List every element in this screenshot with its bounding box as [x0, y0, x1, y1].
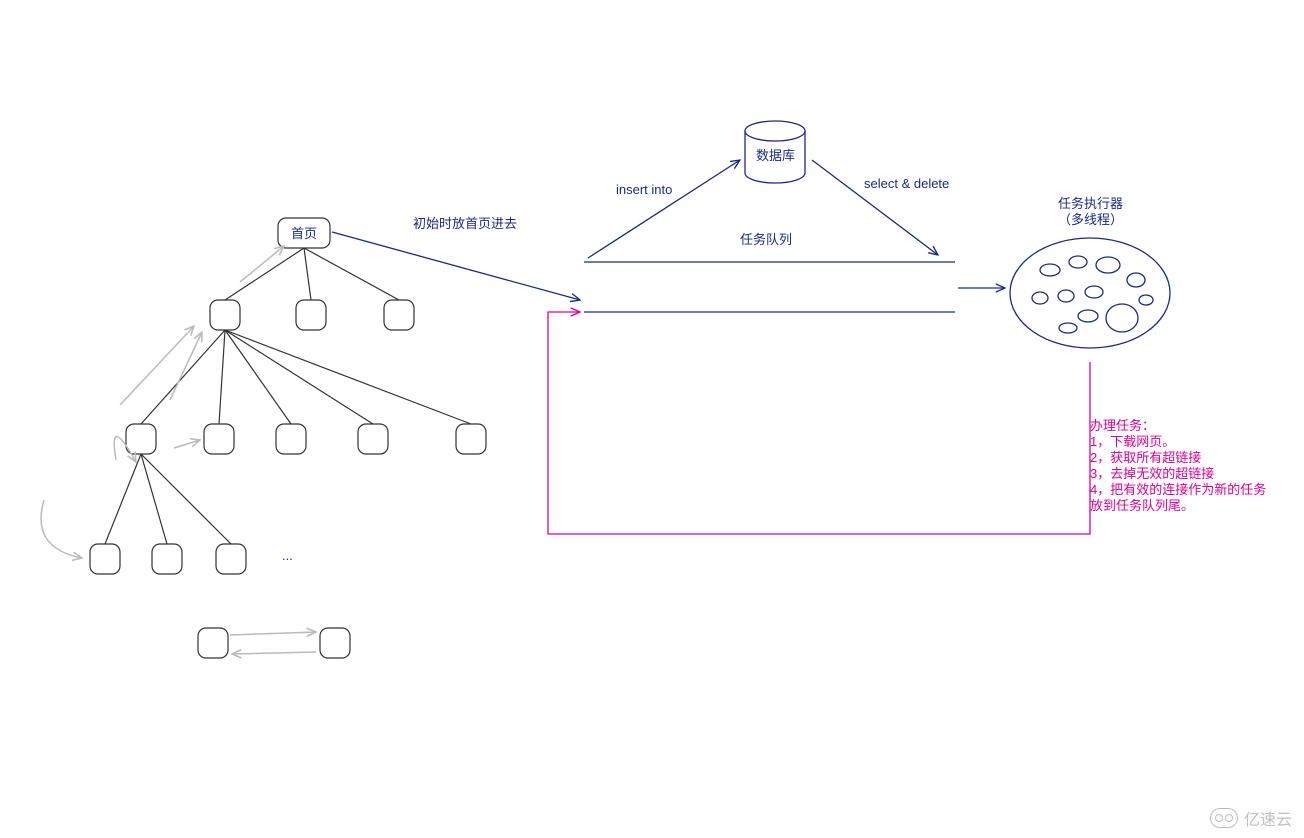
svg-text:4，把有效的连接作为新的任务: 4，把有效的连接作为新的任务 — [1090, 482, 1266, 497]
tree-node — [456, 424, 486, 454]
tree-node — [198, 628, 228, 658]
tree-node — [152, 544, 182, 574]
tree-node — [216, 544, 246, 574]
svg-text:insert into: insert into — [616, 182, 672, 197]
feedback-arrow — [548, 312, 1090, 534]
back-arrow — [41, 500, 82, 558]
svg-text:（多线程）: （多线程） — [1058, 212, 1123, 227]
svg-text:数据库: 数据库 — [756, 148, 795, 163]
watermark-text: 亿速云 — [1244, 806, 1292, 830]
tree-node — [320, 628, 350, 658]
thread-icon — [1069, 256, 1087, 268]
db-top — [745, 121, 805, 141]
pair-arrow — [230, 632, 316, 635]
diagram-canvas: 首页... 任务队列 数据库任务执行器（多线程） 初始时放首页进去 insert int… — [0, 0, 1304, 838]
pair-arrow — [232, 652, 316, 654]
svg-text:放到任务队列尾。: 放到任务队列尾。 — [1090, 498, 1194, 513]
arrow — [332, 232, 580, 300]
thread-icon — [1139, 295, 1153, 305]
watermark: 亿速云 — [1210, 806, 1292, 830]
tree-edge — [141, 330, 225, 424]
tree-edge — [105, 454, 141, 544]
svg-text:1，下载网页。: 1，下载网页。 — [1090, 434, 1175, 449]
arrow — [588, 160, 740, 258]
tree-edge — [304, 248, 399, 300]
back-arrow — [170, 332, 202, 400]
svg-text:...: ... — [282, 548, 293, 563]
tree-node — [296, 300, 326, 330]
thread-icon — [1106, 304, 1138, 332]
thread-icon — [1058, 290, 1074, 302]
thread-icon — [1085, 286, 1103, 298]
thread-icon — [1078, 310, 1098, 322]
svg-text:初始时放首页进去: 初始时放首页进去 — [413, 216, 517, 231]
svg-text:3，去掉无效的超链接: 3，去掉无效的超链接 — [1090, 466, 1214, 481]
svg-text:任务执行器: 任务执行器 — [1058, 196, 1123, 211]
svg-text:select & delete: select & delete — [864, 176, 949, 191]
svg-text:任务队列: 任务队列 — [740, 232, 792, 247]
back-arrow — [174, 440, 200, 448]
thread-icon — [1127, 273, 1145, 287]
tree-node — [210, 300, 240, 330]
tree-node — [90, 544, 120, 574]
tree-edge — [225, 248, 304, 300]
thread-icon — [1096, 257, 1120, 273]
tree-edge — [304, 248, 311, 300]
tree-edge — [219, 330, 225, 424]
thread-icon — [1040, 264, 1060, 276]
tree-node — [204, 424, 234, 454]
tree-edge — [225, 330, 291, 424]
svg-text:办理任务：: 办理任务： — [1090, 418, 1155, 433]
tree-edge — [225, 330, 471, 424]
tree-edge — [225, 330, 373, 424]
thread-icon — [1032, 292, 1048, 304]
svg-text:2，获取所有超链接: 2，获取所有超链接 — [1090, 450, 1201, 465]
watermark-logo-icon — [1210, 808, 1238, 828]
arrow — [812, 160, 938, 255]
thread-icon — [1059, 323, 1077, 333]
back-arrow — [120, 326, 194, 405]
tree-node — [276, 424, 306, 454]
tree-node — [384, 300, 414, 330]
back-arrow — [114, 436, 136, 462]
tree-node — [358, 424, 388, 454]
executor — [1010, 238, 1170, 348]
svg-text:首页: 首页 — [291, 226, 317, 241]
tree-node — [126, 424, 156, 454]
back-arrow — [240, 246, 284, 282]
